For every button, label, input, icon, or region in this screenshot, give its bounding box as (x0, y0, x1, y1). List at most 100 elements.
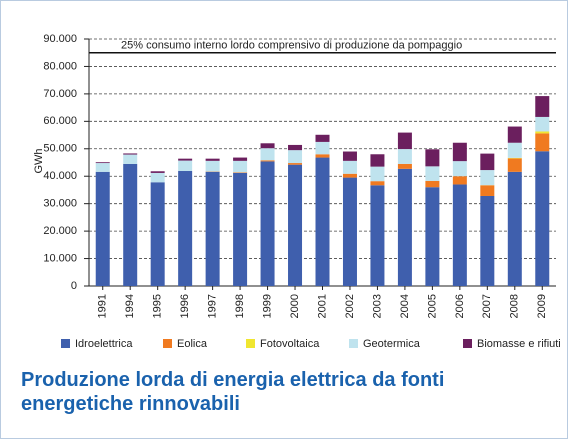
bar-segment (233, 160, 248, 173)
bar-segment (260, 143, 275, 149)
bar-segment (315, 154, 330, 158)
bar-segment (425, 187, 440, 286)
y-tick-label: 70.000 (43, 88, 77, 100)
y-tick-label: 80.000 (43, 60, 77, 72)
bar-segment (452, 176, 467, 185)
bar-segment (205, 171, 220, 286)
x-tick-label: 1997 (207, 294, 219, 318)
legend-swatch (463, 339, 472, 348)
x-tick-label: 2009 (536, 294, 548, 318)
legend-label: Idroelettrica (75, 338, 133, 350)
x-tick-label: 2008 (509, 294, 521, 318)
bar-segment (315, 141, 330, 155)
bar-segment (507, 126, 522, 143)
legend-swatch (349, 339, 358, 348)
bar-segment (535, 131, 550, 134)
bar-segment (342, 151, 357, 161)
bar-segment (233, 172, 248, 173)
bar-segment (95, 171, 110, 286)
x-tick-label: 2004 (399, 294, 411, 318)
bar-segment (288, 150, 303, 164)
chart-title: Produzione lorda di energia elettrica da… (21, 369, 445, 415)
bar-segment (315, 134, 330, 142)
bar-segment (370, 154, 385, 167)
legend-swatch (61, 339, 70, 348)
bar-segment (150, 171, 165, 173)
bar-segment (178, 158, 193, 161)
y-tick-label: 10.000 (43, 252, 77, 264)
bar-segment (397, 132, 412, 150)
legend-label: Biomasse e rifiuti (477, 338, 561, 350)
bar-segment (535, 133, 550, 152)
x-tick-label: 1999 (261, 294, 273, 318)
bar-segment (260, 160, 275, 162)
legend-swatch (246, 339, 255, 348)
y-tick-label: 90.000 (43, 33, 77, 45)
bar-segment (452, 161, 467, 177)
bar-segment (397, 163, 412, 169)
bar-segment (397, 149, 412, 164)
y-tick-label: 20.000 (43, 225, 77, 237)
x-tick-label: 2000 (289, 294, 301, 318)
bar-segment (397, 168, 412, 286)
bar-segment (260, 161, 275, 286)
bar-segment (480, 185, 495, 196)
bar-segment (288, 163, 303, 165)
bar-segment (370, 181, 385, 186)
bar-segment (123, 163, 138, 286)
bar-segment (233, 157, 248, 161)
x-tick-label: 2001 (316, 294, 328, 318)
bar-segment (178, 160, 193, 172)
legend-swatch (163, 339, 172, 348)
bar-segment (452, 184, 467, 286)
bar-segment (342, 173, 357, 178)
bar-segment (288, 164, 303, 286)
bar-segment (233, 172, 248, 286)
x-tick-label: 2005 (426, 294, 438, 318)
y-tick-label: 40.000 (43, 170, 77, 182)
bar-segment (342, 177, 357, 286)
x-tick-label: 1991 (97, 294, 109, 318)
bar-segment (123, 154, 138, 164)
bar-segment (260, 148, 275, 161)
y-tick-label: 30.000 (43, 198, 77, 210)
bar-segment (205, 160, 220, 172)
bar-segment (315, 157, 330, 286)
legend-label: Geotermica (363, 338, 421, 350)
bar-segment (370, 185, 385, 286)
bar-segment (535, 116, 550, 132)
bar-segment (178, 171, 193, 286)
legend-label: Eolica (177, 338, 208, 350)
x-tick-label: 1998 (234, 294, 246, 318)
bar-segment (535, 96, 550, 117)
bar-segment (123, 153, 138, 155)
legend-label: Fotovoltaica (260, 338, 320, 350)
bar-segment (288, 144, 303, 151)
bar-segment (95, 163, 110, 172)
bar-segment (95, 162, 110, 164)
bar-segment (507, 157, 522, 159)
bar-segment (452, 142, 467, 162)
x-tick-label: 2007 (481, 294, 493, 318)
bar-segment (507, 142, 522, 158)
bar-segment (535, 151, 550, 286)
reference-label: 25% consumo interno lordo comprensivo di… (121, 40, 462, 52)
x-tick-label: 1995 (152, 294, 164, 318)
bar-segment (507, 171, 522, 286)
bar-segment (425, 180, 440, 188)
bar-segment (150, 172, 165, 183)
bar-segment (507, 158, 522, 172)
x-tick-label: 1994 (124, 294, 136, 318)
bar-segment (480, 170, 495, 186)
x-tick-label: 2006 (454, 294, 466, 318)
y-tick-label: 50.000 (43, 143, 77, 155)
y-tick-label: 60.000 (43, 115, 77, 127)
x-tick-label: 2003 (371, 294, 383, 318)
x-tick-label: 2002 (344, 294, 356, 318)
x-tick-label: 1996 (179, 294, 191, 318)
chart: GWh 0 10.000 20.000 30.000 40.000 50.000 60.00… (33, 33, 561, 350)
y-axis-label: GWh (33, 148, 45, 173)
bar-segment (205, 158, 220, 161)
bar-segment (425, 149, 440, 167)
